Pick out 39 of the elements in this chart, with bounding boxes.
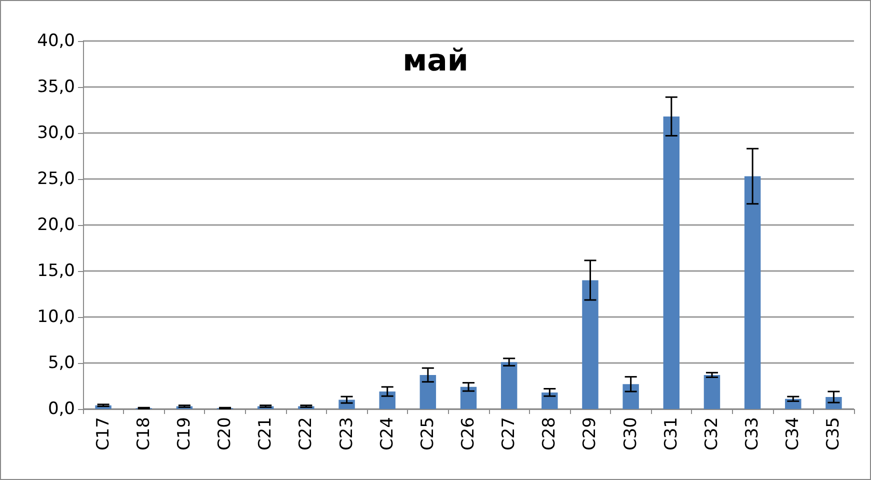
x-tick-label: C27 bbox=[499, 417, 520, 451]
x-tick-label: C20 bbox=[215, 417, 236, 451]
x-tick-label: C31 bbox=[661, 417, 682, 451]
x-tick-label: C33 bbox=[742, 417, 763, 451]
y-tick-label: 30,0 bbox=[37, 123, 75, 143]
x-tick-label: C22 bbox=[296, 417, 316, 451]
x-tick-label: C34 bbox=[783, 417, 804, 451]
x-tick-label: C26 bbox=[458, 417, 478, 451]
y-tick-label: 25,0 bbox=[37, 169, 75, 189]
bar bbox=[582, 280, 598, 409]
x-tick-label: C21 bbox=[256, 417, 276, 451]
bar bbox=[542, 392, 558, 409]
y-tick-label: 40,0 bbox=[37, 31, 75, 51]
y-tick-label: 10,0 bbox=[37, 307, 75, 327]
y-tick-label: 15,0 bbox=[37, 261, 75, 281]
y-tick-label: 5,0 bbox=[48, 353, 75, 373]
chart-title: май bbox=[402, 44, 468, 78]
y-tick-label: 20,0 bbox=[37, 215, 75, 235]
x-tick-label: C28 bbox=[540, 417, 560, 451]
bar bbox=[704, 374, 720, 409]
y-tick-label: 0,0 bbox=[48, 399, 75, 419]
bar bbox=[420, 374, 436, 409]
bar bbox=[663, 116, 680, 409]
bar bbox=[379, 392, 396, 409]
x-tick-label: C29 bbox=[580, 417, 600, 451]
x-tick-label: C24 bbox=[377, 417, 398, 451]
x-tick-label: C23 bbox=[336, 417, 357, 451]
x-tick-label: C18 bbox=[134, 417, 154, 451]
bar bbox=[460, 386, 477, 409]
x-tick-label: C19 bbox=[174, 417, 194, 451]
bar bbox=[744, 176, 761, 409]
x-tick-label: C17 bbox=[93, 417, 114, 451]
x-tick-label: C30 bbox=[620, 417, 641, 451]
bar bbox=[500, 362, 518, 409]
x-tick-label: C25 bbox=[418, 417, 438, 451]
x-tick-label: C32 bbox=[702, 417, 722, 451]
y-tick-label: 35,0 bbox=[37, 77, 75, 97]
x-tick-label: C35 bbox=[824, 417, 844, 451]
bar bbox=[622, 384, 639, 409]
